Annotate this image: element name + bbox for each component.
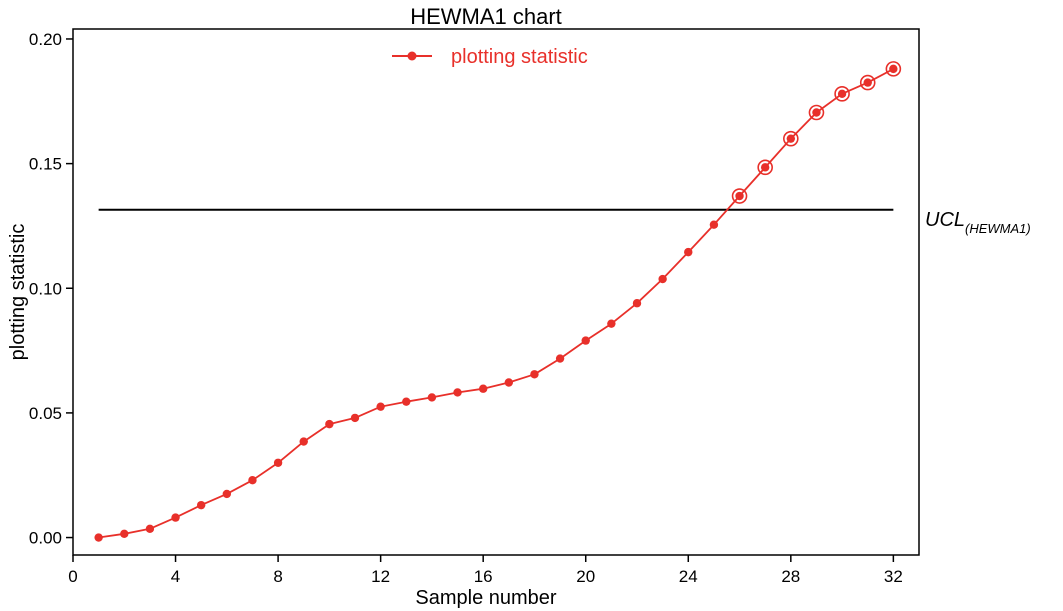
ucl-label: UCL(HEWMA1) xyxy=(925,209,1031,236)
data-point xyxy=(658,274,667,284)
x-tick-label: 8 xyxy=(273,567,282,586)
plot-frame xyxy=(72,28,920,556)
data-point xyxy=(889,64,898,74)
y-tick-label: 0.10 xyxy=(29,279,62,298)
data-point xyxy=(222,489,232,499)
data-point xyxy=(402,397,411,406)
ucl-label-main: UCL xyxy=(925,209,965,231)
data-point xyxy=(786,134,796,143)
x-tick-label: 32 xyxy=(884,567,903,586)
data-point xyxy=(196,500,206,510)
x-tick-label: 20 xyxy=(576,567,595,586)
data-point xyxy=(581,336,590,345)
x-tick-label: 28 xyxy=(781,567,800,586)
data-point xyxy=(145,524,155,534)
x-tick-label: 24 xyxy=(679,567,698,586)
legend-label: plotting statistic xyxy=(451,46,588,68)
legend-marker xyxy=(407,51,417,61)
data-point xyxy=(760,163,770,172)
data-point xyxy=(555,354,565,363)
y-axis-label: plotting statistic xyxy=(7,224,29,361)
data-point xyxy=(632,299,642,308)
data-point xyxy=(812,108,821,117)
x-axis: 0 4 8 12 16 20 24 28 32 xyxy=(68,555,903,586)
series-layer xyxy=(94,61,902,542)
data-point xyxy=(735,191,744,201)
data-point xyxy=(325,419,334,429)
data-point xyxy=(376,402,385,411)
out-of-control-ring xyxy=(783,130,799,147)
data-point xyxy=(299,437,308,446)
out-of-control-ring xyxy=(834,86,850,102)
data-point xyxy=(863,78,872,87)
out-of-control-ring xyxy=(757,159,773,176)
y-tick-label: 0.00 xyxy=(29,529,62,548)
chart-title: HEWMA1 chart xyxy=(410,4,562,29)
x-tick-label: 16 xyxy=(474,567,493,586)
data-point xyxy=(478,384,488,393)
x-tick-label: 12 xyxy=(371,567,390,586)
data-point xyxy=(684,247,693,257)
data-point xyxy=(530,370,539,379)
x-tick-label: 0 xyxy=(68,567,77,586)
series-line xyxy=(98,68,894,539)
data-point xyxy=(350,413,360,423)
data-point xyxy=(709,220,719,229)
data-point xyxy=(427,393,437,402)
legend: plotting statistic xyxy=(392,46,588,68)
y-tick-label: 0.20 xyxy=(29,30,62,49)
data-point xyxy=(248,476,257,485)
out-of-control-ring xyxy=(859,74,876,91)
data-point xyxy=(120,529,129,539)
data-point xyxy=(453,388,462,397)
data-point xyxy=(94,533,103,542)
data-point xyxy=(504,378,514,387)
ucl-label-subscript: (HEWMA1) xyxy=(965,221,1031,236)
out-of-control-ring xyxy=(731,188,748,204)
data-point xyxy=(837,89,847,99)
y-tick-label: 0.15 xyxy=(29,155,62,174)
out-of-control-ring xyxy=(885,61,902,77)
x-axis-label: Sample number xyxy=(415,587,557,609)
out-of-control-ring xyxy=(808,104,825,121)
y-tick-label: 0.05 xyxy=(29,404,62,423)
data-point xyxy=(171,513,180,522)
data-point xyxy=(273,458,283,467)
y-axis: 0.00 0.05 0.10 0.15 0.20 xyxy=(29,30,73,548)
x-tick-label: 4 xyxy=(171,567,180,586)
data-point xyxy=(607,319,616,328)
